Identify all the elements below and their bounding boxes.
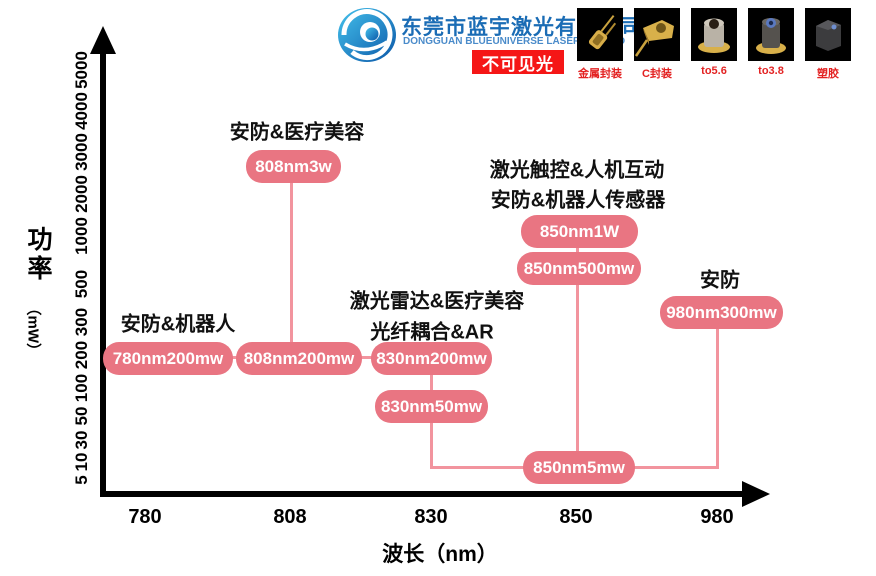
connector-line [633,466,719,469]
x-tick-label: 850 [559,506,593,528]
application-label-security-robot-sensor: 安防&机器人传感器 [490,189,666,212]
connector-line [430,466,526,469]
company-name-en: DONGGUAN BLUEUNIVERSE LASER CO .,LTD [403,36,626,47]
package-caption: to5.6 [701,65,727,77]
x-axis-line [100,491,746,497]
connector-line [290,181,293,344]
y-tick-label: 100 [72,373,91,403]
package-caption: 塑胶 [817,68,839,80]
connector-line [356,356,377,359]
y-tick-label: 4000 [72,92,91,130]
x-tick-label: 980 [700,506,734,528]
y-tick-label: 5000 [72,51,91,89]
connector-line [576,246,579,254]
package-caption: to3.8 [758,65,784,77]
y-tick-label: 50 [72,406,91,426]
invisible-light-badge: 不可见光 [472,50,564,74]
product-pill-850nm5mw: 850nm5mw [523,451,635,484]
application-label-security-robot: 安防&机器人 [120,313,236,336]
plastic-package-photo-icon [805,8,851,61]
x-axis-title: 波长（nm） [382,543,498,566]
product-pill-780nm200mw: 780nm200mw [103,342,233,375]
application-label-fiber-ar: 光纤耦合&AR [370,321,494,344]
x-tick-label: 808 [273,506,307,528]
y-axis-unit: （mW） [24,300,42,359]
package-item-cmount: C封装 [634,8,680,81]
product-pill-830nm200mw: 830nm200mw [371,342,492,375]
product-pill-808nm3w: 808nm3w [246,150,341,183]
product-pill-830nm50mw: 830nm50mw [375,390,488,423]
package-item-plastic: 塑胶 [805,8,851,81]
y-tick-label: 5 [72,475,91,485]
x-tick-label: 830 [414,506,448,528]
connector-line [576,284,579,453]
c-mount-package-photo-icon [634,8,680,61]
application-label-touch-interaction: 激光触控&人机互动 [489,159,665,182]
x-tick-label: 780 [128,506,162,528]
to56-package-photo-icon [691,8,737,61]
product-pill-808nm200mw: 808nm200mw [236,342,362,375]
package-caption: 金属封装 [578,68,622,80]
product-pill-850nm500mw: 850nm500mw [517,252,641,285]
y-axis-line [100,50,106,496]
company-swirl-logo-icon [338,8,396,62]
connector-line [430,421,433,469]
y-axis-title: 功率 [24,226,52,284]
connector-line [716,328,719,469]
to38-package-photo-icon [748,8,794,61]
package-caption: C封装 [642,68,672,80]
y-tick-label: 200 [72,340,91,370]
y-tick-label: 10 [72,452,91,472]
y-tick-label: 300 [72,307,91,337]
y-tick-label: 30 [72,430,91,450]
application-label-security: 安防 [700,269,740,292]
y-tick-label: 2000 [72,175,91,213]
connector-line [226,356,242,359]
connector-line [430,373,433,392]
product-pill-850nm1w: 850nm1W [521,215,638,248]
y-axis-arrow-icon [90,26,116,54]
package-item-to38: to3.8 [748,8,794,77]
application-label-security-medical: 安防&医疗美容 [229,121,365,144]
metal-package-photo-icon [577,8,623,61]
application-label-lidar-medical: 激光雷达&医疗美容 [349,290,525,313]
x-axis-arrow-icon [742,481,770,507]
y-tick-label: 500 [72,269,91,299]
product-pill-980nm300mw: 980nm300mw [660,296,783,329]
package-item-to56: to5.6 [691,8,737,77]
package-item-metal: 金属封装 [577,8,623,81]
y-tick-label: 1000 [72,217,91,255]
y-tick-label: 3000 [72,133,91,171]
